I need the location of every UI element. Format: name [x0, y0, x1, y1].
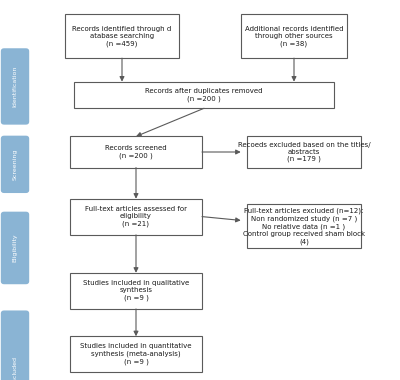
FancyBboxPatch shape: [1, 136, 29, 193]
FancyBboxPatch shape: [247, 204, 361, 248]
Text: Eligibility: Eligibility: [12, 234, 18, 262]
FancyBboxPatch shape: [70, 198, 202, 235]
FancyBboxPatch shape: [70, 136, 202, 168]
Text: Screening: Screening: [12, 149, 18, 180]
FancyBboxPatch shape: [241, 14, 347, 58]
FancyBboxPatch shape: [1, 310, 29, 380]
Text: Records after duplicates removed
(n =200 ): Records after duplicates removed (n =200…: [145, 88, 263, 102]
FancyBboxPatch shape: [74, 82, 334, 108]
FancyBboxPatch shape: [1, 212, 29, 284]
FancyBboxPatch shape: [65, 14, 179, 58]
Text: Studies included in qualitative
synthesis
(n =9 ): Studies included in qualitative synthesi…: [83, 280, 189, 301]
FancyBboxPatch shape: [70, 273, 202, 309]
FancyBboxPatch shape: [1, 48, 29, 125]
Text: Records screened
(n =200 ): Records screened (n =200 ): [105, 145, 167, 159]
FancyBboxPatch shape: [70, 336, 202, 372]
Text: Recoeds excluded based on the titles/
abstracts
(n =179 ): Recoeds excluded based on the titles/ ab…: [238, 141, 370, 163]
Text: Records identified through d
atabase searching
(n =459): Records identified through d atabase sea…: [72, 25, 172, 47]
Text: Studies included in quantitative
synthesis (meta-analysis)
(n =9 ): Studies included in quantitative synthes…: [80, 344, 192, 365]
Text: Full-text articles assessed for
eligibility
(n =21): Full-text articles assessed for eligibil…: [85, 206, 187, 227]
Text: Included: Included: [12, 356, 18, 380]
Text: Identification: Identification: [12, 66, 18, 107]
Text: Additional records identified
through other sources
(n =38): Additional records identified through ot…: [245, 25, 343, 47]
Text: Full-text articles excluded (n=12):
Non randomized study (n =7 )
No relative dat: Full-text articles excluded (n=12): Non …: [243, 207, 365, 245]
FancyBboxPatch shape: [247, 136, 361, 168]
